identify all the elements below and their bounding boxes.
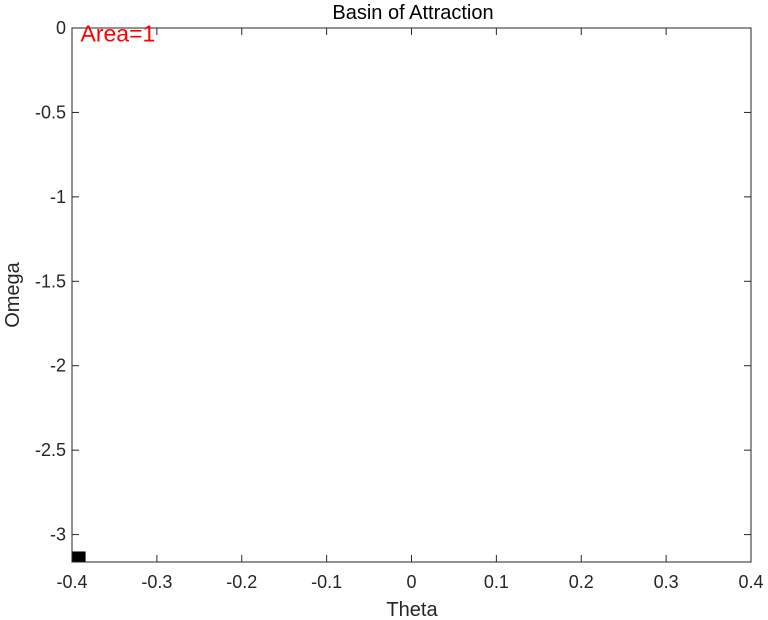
y-tick-label: 0	[56, 18, 66, 38]
x-tick-label: 0.3	[654, 572, 679, 592]
y-tick-labels: 0 -0.5 -1 -1.5 -2 -2.5 -3	[35, 18, 66, 545]
x-tick-label: 0.4	[738, 572, 763, 592]
x-tick-label: -0.1	[311, 572, 342, 592]
y-tick-label: -2	[50, 356, 66, 376]
x-tick-label: -0.3	[141, 572, 172, 592]
basin-cell	[72, 551, 86, 562]
y-axis-label: Omega	[2, 261, 24, 327]
y-tick-label: -2.5	[35, 440, 66, 460]
axis-ticks	[71, 27, 752, 562]
y-tick-label: -0.5	[35, 102, 66, 122]
basin-cells	[72, 551, 86, 562]
y-tick-label: -3	[50, 525, 66, 545]
x-tick-labels: -0.4 -0.3 -0.2 -0.1 0 0.1 0.2 0.3 0.4	[56, 572, 763, 592]
x-tick-label: 0.1	[484, 572, 509, 592]
area-annotation: Area=1	[80, 21, 155, 47]
y-tick-label: -1.5	[35, 271, 66, 291]
x-tick-label: 0	[406, 572, 416, 592]
plot-area: -0.4 -0.3 -0.2 -0.1 0 0.1 0.2 0.3 0.4 0 -0.5 -1 -1.…	[35, 18, 764, 592]
y-tick-label: -1	[50, 187, 66, 207]
x-tick-label: -0.4	[56, 572, 87, 592]
x-axis-label: Theta	[386, 599, 438, 620]
x-tick-label: -0.2	[226, 572, 257, 592]
chart-title: Basin of Attraction	[332, 2, 493, 24]
x-tick-label: 0.2	[569, 572, 594, 592]
plot-background	[72, 28, 751, 562]
